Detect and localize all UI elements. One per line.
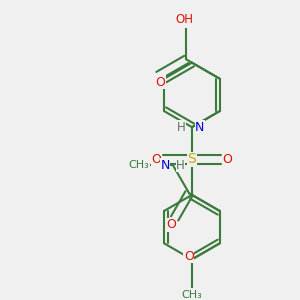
Text: H: H [176,159,185,172]
Text: O: O [167,218,176,231]
Text: O: O [155,76,165,88]
Text: H: H [185,14,194,27]
Text: CH₃: CH₃ [182,290,202,300]
Text: H: H [177,121,185,134]
Text: CH₃: CH₃ [129,160,149,170]
Text: O: O [223,153,232,166]
Text: N: N [195,121,205,134]
Text: O: O [152,153,161,166]
Text: N: N [160,159,170,172]
Text: S: S [188,152,196,167]
Text: O: O [184,250,194,263]
Text: OH: OH [176,13,194,26]
